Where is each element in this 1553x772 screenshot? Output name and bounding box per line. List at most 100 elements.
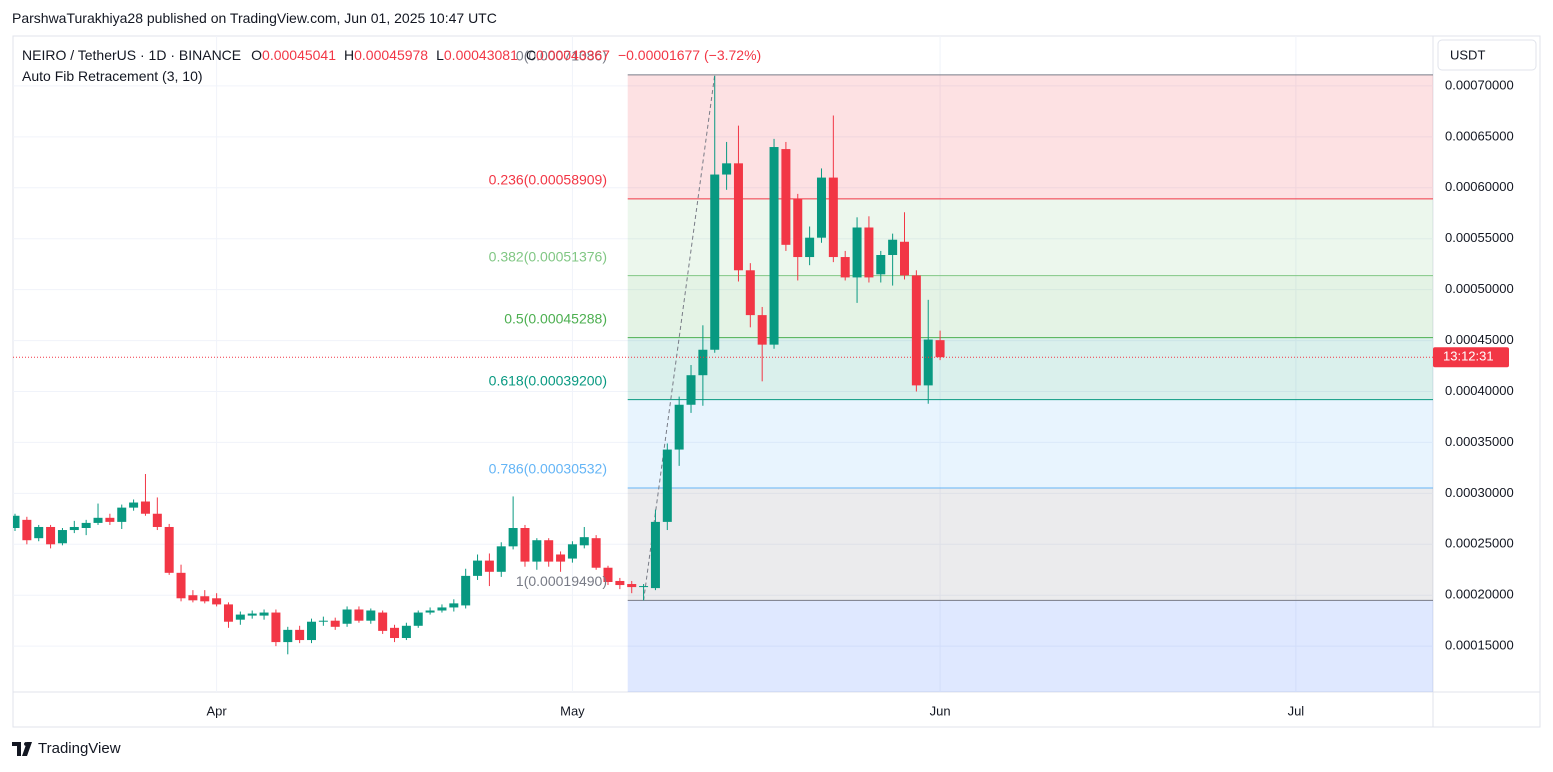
y-tick-label: 0.00040000 (1445, 383, 1514, 398)
candle-body (93, 517, 103, 523)
candle-body (900, 241, 909, 276)
candle-body (520, 528, 530, 562)
candle-body (567, 544, 577, 559)
candle-body (840, 257, 850, 278)
y-tick-label: 0.00065000 (1445, 128, 1514, 143)
x-tick-label: Apr (207, 703, 228, 718)
ohlc-key: H (344, 47, 355, 63)
candle-body (805, 237, 815, 258)
candle-body (923, 339, 933, 386)
candle-body (13, 515, 20, 528)
candle-body (769, 147, 779, 345)
currency[interactable]: USDT (1450, 47, 1485, 62)
candle-body (259, 612, 269, 616)
candle-body (22, 519, 32, 541)
candle-body (532, 540, 542, 562)
y-tick-label: 0.00015000 (1445, 638, 1514, 653)
ohlc-value: 0.00043367 (535, 47, 610, 63)
candle-body (710, 174, 720, 350)
candle-body (152, 513, 162, 527)
fib-label: 0.382(0.00051376) (489, 248, 607, 264)
candle-body (781, 149, 791, 245)
candle-body (271, 612, 281, 643)
plot-area (13, 36, 1433, 692)
candle-body (484, 560, 494, 572)
currency-box[interactable] (1437, 39, 1537, 71)
candle-body (34, 526, 44, 539)
candle-body (378, 612, 388, 631)
candle-body (164, 526, 174, 573)
ohlc-value: 0.00043081 (443, 47, 518, 63)
symbol-row: NEIRO / TetherUS · 1D · BINANCE O0.000450… (22, 45, 769, 66)
candle-body (662, 449, 672, 522)
published-line: ParshwaTurakhiya28 published on TradingV… (12, 10, 497, 26)
brand-logo (12, 741, 32, 756)
candle-body (235, 614, 245, 620)
ohlc-value: 0.00045041 (262, 47, 336, 63)
candle-body (745, 270, 755, 316)
chart-frame (12, 35, 1541, 728)
candle-body (615, 580, 625, 586)
brand[interactable]: TradingView (12, 740, 121, 757)
candle-body (816, 177, 826, 238)
x-tick-label: May (560, 703, 585, 718)
y-tick-label: 0.00055000 (1445, 230, 1514, 245)
candle-body (188, 595, 198, 601)
candle-body (390, 627, 400, 639)
candle-body (449, 603, 459, 608)
candle-body (212, 598, 222, 605)
y-tick-label: 0.00060000 (1445, 179, 1514, 194)
fib-label: 0.618(0.00039200) (489, 372, 607, 388)
ohlc-key: L (436, 47, 444, 63)
candle-body (473, 560, 483, 576)
candle-body (129, 502, 139, 508)
candle-body (46, 526, 56, 545)
candle-body (57, 530, 67, 544)
candle-body (591, 538, 601, 568)
candle-body (603, 567, 613, 582)
candle-body (852, 227, 862, 278)
candle-body (556, 554, 566, 562)
fib-zone (627, 337, 1433, 400)
candle-body (69, 526, 79, 531)
fib-zone (627, 600, 1433, 692)
candle-body (722, 163, 732, 175)
candle-body (105, 517, 115, 522)
indicator: Auto Fib Retracement (3, 10) (22, 68, 203, 84)
candle-body (366, 610, 376, 621)
y-tick-label: 0.00025000 (1445, 536, 1514, 551)
countdown: 13:12:31 (1443, 349, 1494, 364)
candle-body (307, 621, 316, 641)
y-tick-label: 0.00070000 (1445, 77, 1514, 92)
candle-body (733, 163, 743, 271)
candle-body (295, 629, 305, 641)
candle-body (342, 609, 352, 624)
candle-body (401, 625, 411, 639)
candle-body (140, 501, 150, 514)
fib-label: 0.786(0.00030532) (489, 461, 607, 477)
x-tick-label: Jul (1288, 703, 1305, 718)
candle-body (283, 629, 293, 643)
fib-label: 1(0.00019490) (516, 573, 607, 589)
fib-label: 0.5(0.00045288) (504, 310, 607, 326)
candle-body (247, 613, 257, 616)
candle-body (425, 610, 435, 613)
candle-body (639, 586, 649, 588)
y-tick-label: 0.00035000 (1445, 434, 1514, 449)
brand-name: TradingView (38, 740, 121, 757)
fib-zone (627, 487, 1433, 601)
candle-body (544, 540, 554, 562)
ohlc-key: O (251, 47, 263, 63)
symbol: NEIRO / TetherUS · 1D · BINANCE (22, 47, 242, 63)
change: −0.00001677 (−3.72%) (617, 47, 762, 63)
y-tick-label: 0.00045000 (1445, 332, 1514, 347)
fib-zone (627, 74, 1433, 199)
candle-body (888, 239, 898, 256)
candle-body (223, 604, 233, 622)
x-tick-label: Jun (930, 703, 951, 718)
legend: NEIRO / TetherUS · 1D · BINANCE O0.000450… (22, 45, 769, 87)
candle-body (200, 596, 210, 602)
price-box (1433, 347, 1509, 368)
